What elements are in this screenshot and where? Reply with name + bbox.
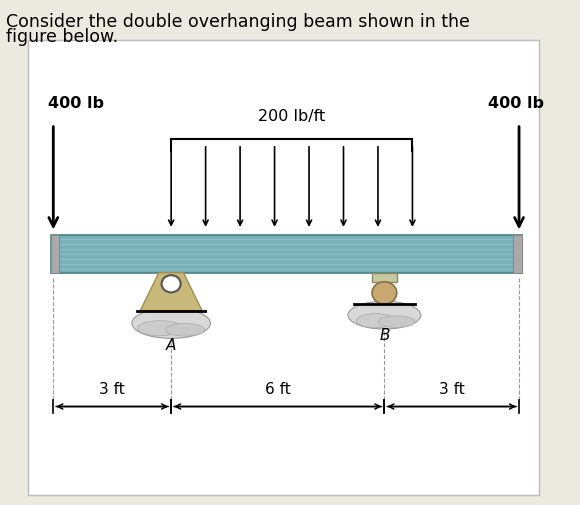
FancyBboxPatch shape [28,40,539,495]
Text: 3 ft: 3 ft [439,382,465,397]
Polygon shape [140,273,202,311]
Text: 200 lb/ft: 200 lb/ft [258,109,325,124]
Text: figure below.: figure below. [6,28,118,46]
Text: Consider the double overhanging beam shown in the: Consider the double overhanging beam sho… [6,13,469,31]
Text: 400 lb: 400 lb [48,96,104,111]
Text: 6 ft: 6 ft [265,382,291,397]
Bar [50,235,522,273]
Bar [513,235,522,273]
Ellipse shape [348,301,421,329]
Ellipse shape [379,316,415,328]
Text: 400 lb: 400 lb [488,96,544,111]
Text: 3 ft: 3 ft [99,382,125,397]
Circle shape [162,275,181,292]
Ellipse shape [132,308,211,338]
Ellipse shape [165,323,205,336]
Ellipse shape [137,321,182,336]
Text: B: B [379,328,390,343]
Ellipse shape [356,314,396,328]
Circle shape [372,282,397,304]
Bar [50,235,59,273]
Text: A: A [166,338,176,354]
Bar [372,273,397,282]
